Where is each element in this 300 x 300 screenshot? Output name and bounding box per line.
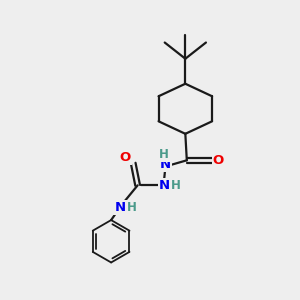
Text: H: H xyxy=(170,179,180,192)
Text: N: N xyxy=(114,201,125,214)
Text: N: N xyxy=(160,158,171,171)
Text: H: H xyxy=(127,201,137,214)
Text: N: N xyxy=(159,179,170,192)
Text: O: O xyxy=(119,151,130,164)
Text: H: H xyxy=(159,148,169,161)
Text: O: O xyxy=(213,154,224,167)
